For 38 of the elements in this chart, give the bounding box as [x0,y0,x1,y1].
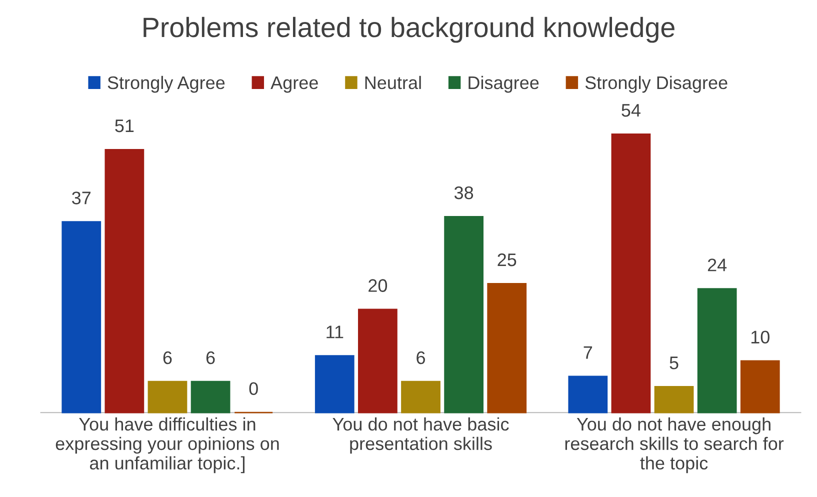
data-label: 51 [115,120,134,132]
x-tick-label: You do not have basic presentation skills [332,417,509,454]
bar [740,360,780,414]
bar [104,148,144,414]
data-label: 37 [72,192,91,204]
bar [611,133,651,414]
legend-label: Strongly Agree [108,76,225,93]
bar [358,308,398,414]
legend-label: Disagree [468,76,539,93]
data-label: 38 [454,186,474,200]
legend-label: Strongly Disagree [585,76,728,93]
data-label: 6 [206,351,215,364]
legend-label: Agree [270,76,318,93]
bar [697,288,737,414]
legend-label: Neutral [365,76,421,90]
data-label: 5 [670,356,678,370]
x-tick-label: You do not have enough research skills to search for the topic [565,417,784,474]
data-label: 24 [708,258,727,272]
data-label: 54 [622,104,640,117]
bar [444,216,484,414]
bar [401,380,440,414]
bar [568,376,608,414]
data-label: 25 [498,253,516,266]
data-label: 6 [416,351,425,364]
x-tick-label: You have difficulties in expressing your opinions on an unfamiliar topic.] [56,417,279,474]
bar [190,380,230,414]
data-label: 0 [249,382,258,396]
data-label: 11 [326,326,344,338]
bar [487,282,527,414]
chart-title: Problems related to background knowledge [144,16,674,43]
bar [654,386,694,414]
data-label: 7 [584,346,592,359]
data-label: 10 [751,330,770,344]
bar [148,380,188,414]
bar [314,355,354,414]
data-label: 20 [368,279,388,292]
bar [62,221,102,414]
data-label: 6 [163,351,172,364]
